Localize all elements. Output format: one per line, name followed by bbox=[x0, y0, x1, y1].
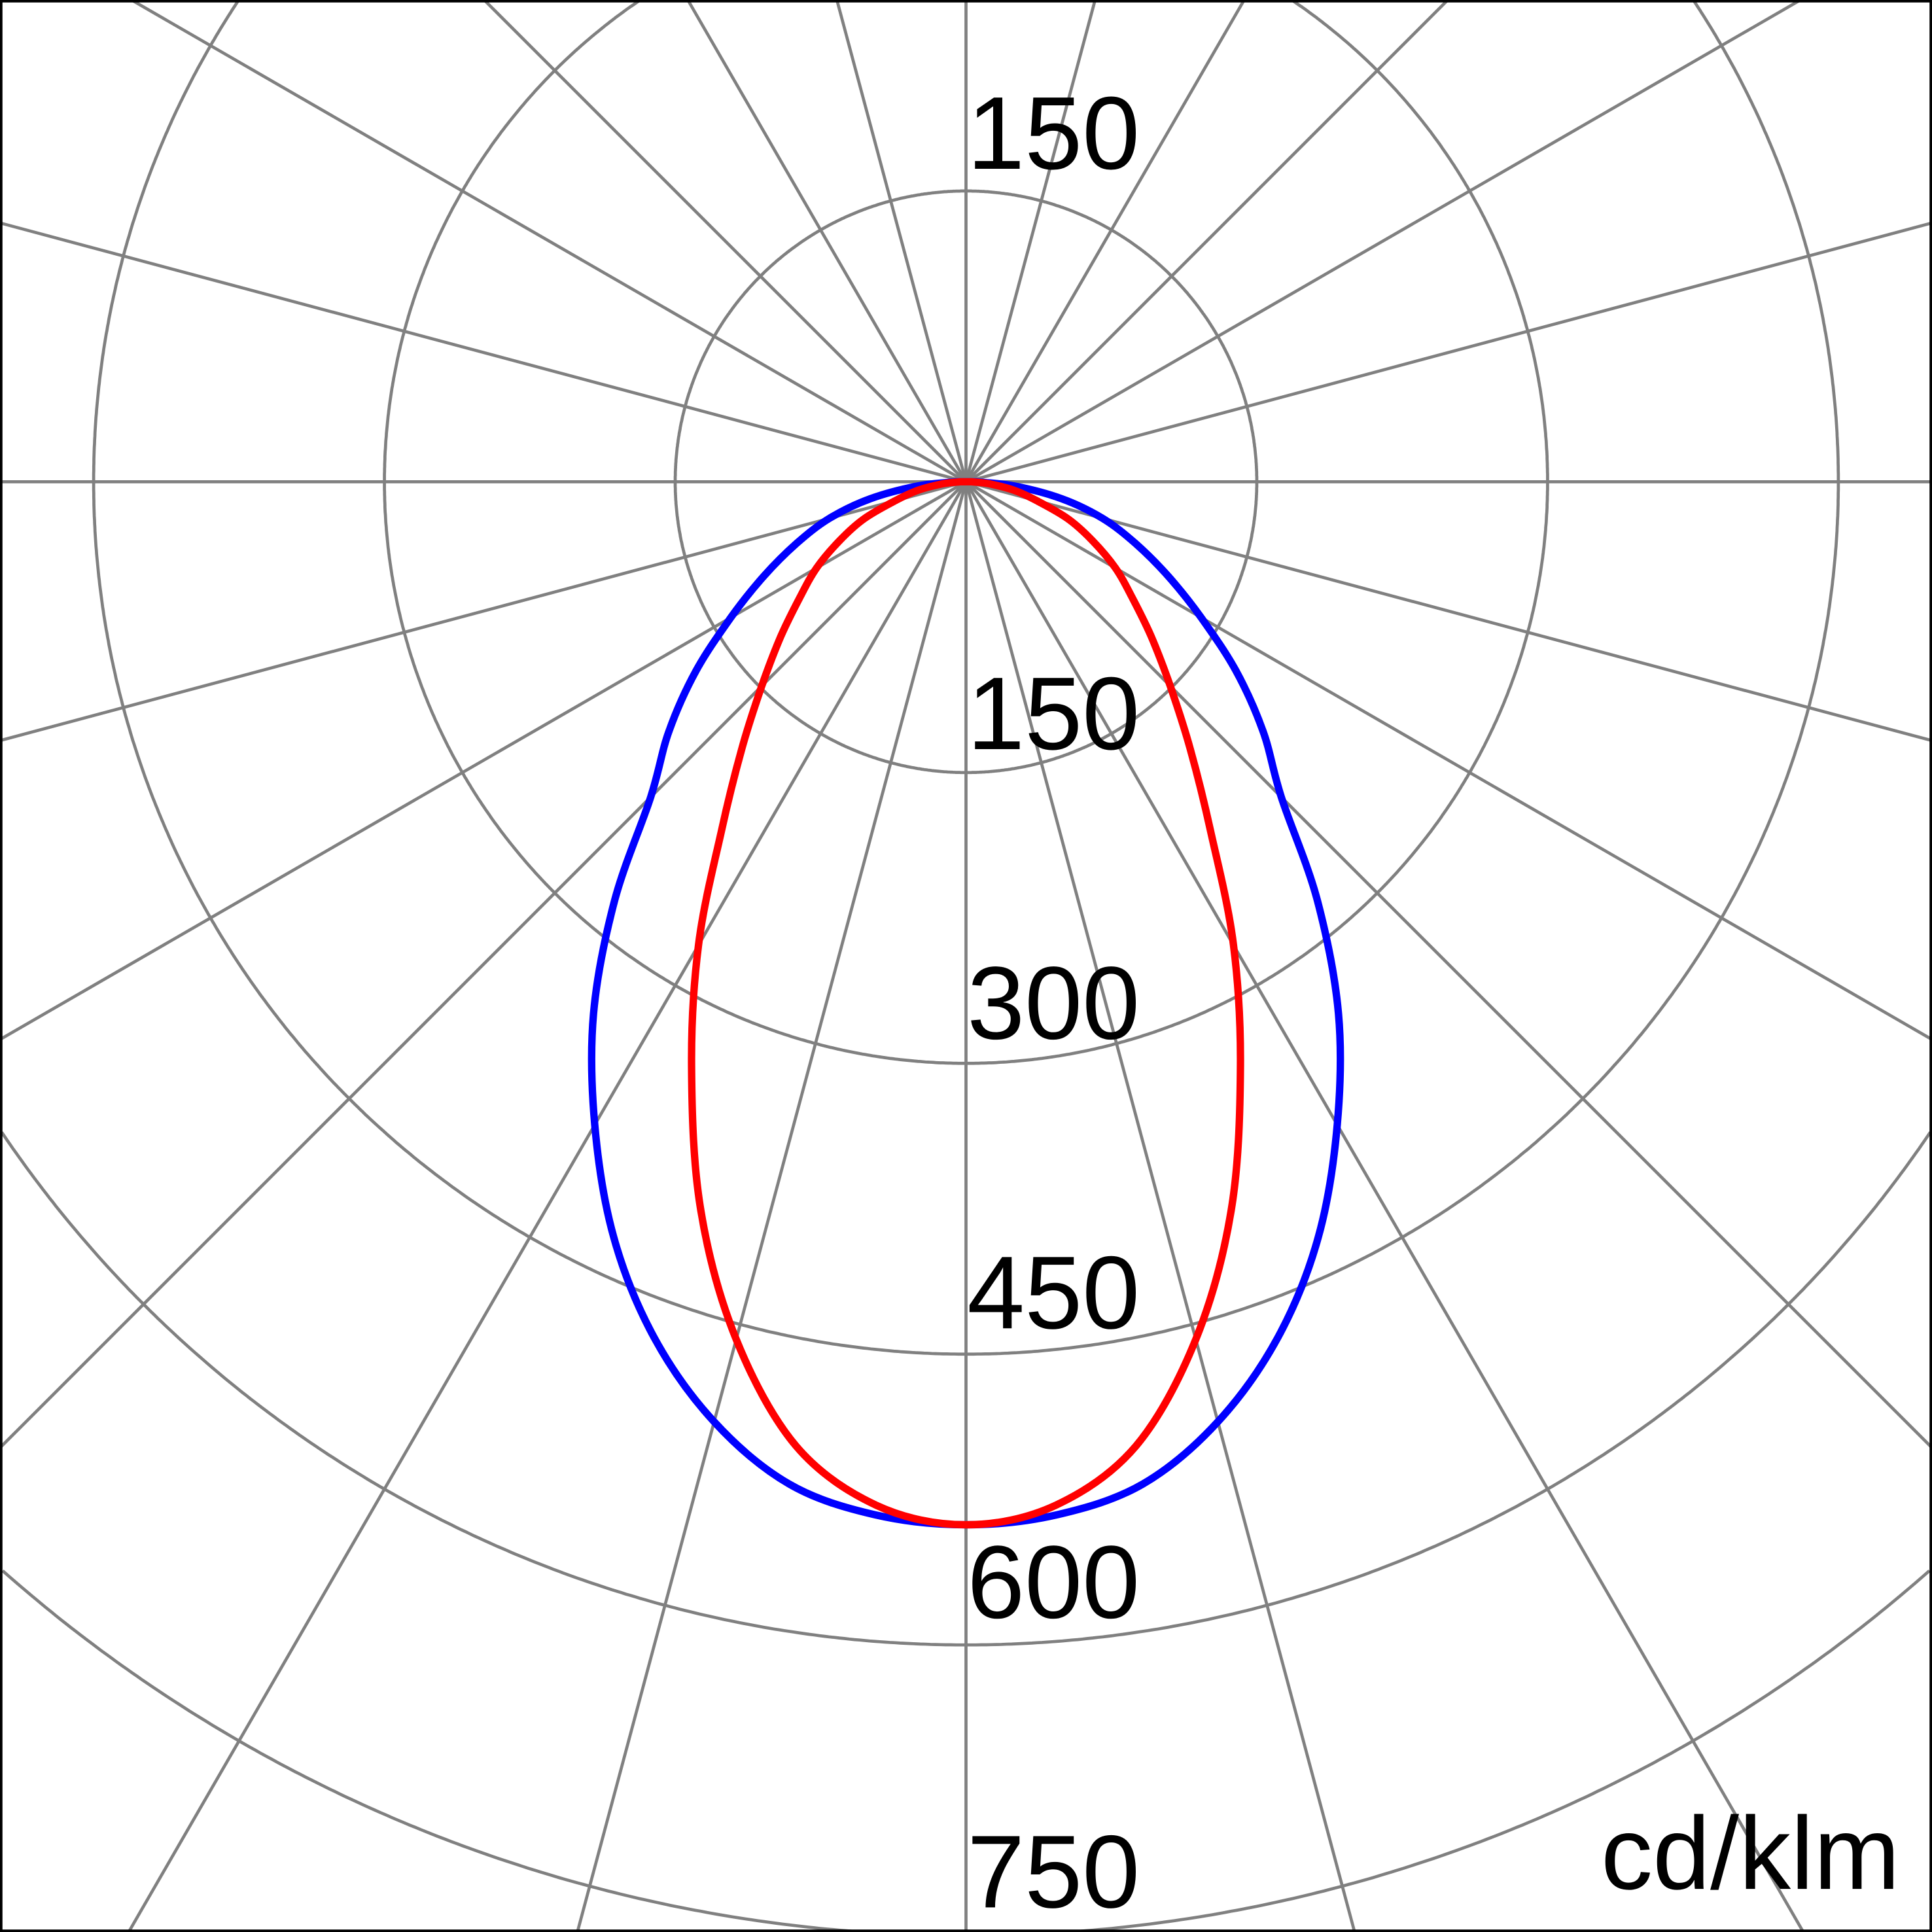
grid-radial-150 bbox=[127, 0, 1246, 1932]
curves bbox=[588, 478, 1344, 1529]
grid-circle-450 bbox=[92, 0, 1840, 1356]
unit-label: cd/klm bbox=[1601, 1795, 1900, 1911]
radial-label-600: 600 bbox=[967, 1524, 1140, 1640]
grid-radial-15 bbox=[835, 0, 1356, 1932]
radial-label-750: 750 bbox=[967, 1814, 1140, 1929]
radial-label-150-top: 150 bbox=[967, 75, 1140, 191]
grid-radial-120 bbox=[0, 0, 1802, 1041]
grid-radial-165 bbox=[576, 0, 1097, 1932]
grid-radial-60 bbox=[130, 0, 1932, 1041]
grid-circle-750 bbox=[1, 1570, 1931, 1932]
grid-radial-45 bbox=[483, 0, 1932, 1449]
series-curve-2 bbox=[688, 478, 1244, 1529]
grid-radial-30 bbox=[686, 0, 1805, 1932]
radial-label-300: 300 bbox=[967, 945, 1140, 1061]
radial-label-450: 450 bbox=[967, 1235, 1140, 1350]
radial-label-150: 150 bbox=[967, 656, 1140, 771]
grid-radial-135 bbox=[0, 0, 1449, 1449]
